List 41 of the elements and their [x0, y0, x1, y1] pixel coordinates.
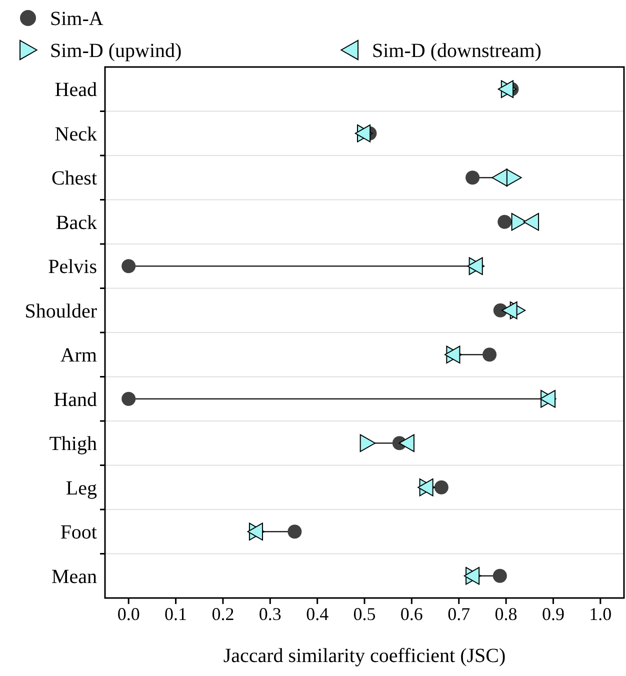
y-tick-label: Foot — [60, 522, 98, 544]
point — [466, 170, 480, 185]
x-tick-label: 0.0 — [117, 604, 140, 624]
y-tick-label: Chest — [51, 168, 98, 190]
x-tick-label: 0.5 — [353, 604, 376, 624]
point — [482, 348, 497, 362]
point — [502, 301, 518, 320]
x-axis-title: Jaccard similarity coefficient (JSC) — [223, 645, 506, 667]
legend-label: Sim-D (upwind) — [50, 40, 182, 62]
point — [511, 212, 527, 231]
point — [492, 168, 508, 187]
x-tick-label: 0.4 — [306, 604, 329, 624]
legend-label: Sim-A — [50, 8, 104, 30]
y-tick-label: Head — [54, 79, 97, 102]
legend-label: Sim-D (downstream) — [372, 40, 542, 62]
point — [434, 480, 448, 494]
y-tick-label: Hand — [54, 388, 97, 411]
point — [122, 392, 136, 406]
point — [360, 434, 376, 452]
x-tick-label: 0.9 — [542, 604, 564, 624]
x-tick-label: 0.1 — [164, 604, 188, 624]
y-tick-label: Thigh — [49, 433, 97, 456]
y-tick-label: Mean — [51, 566, 97, 588]
point — [288, 524, 302, 539]
y-tick-label: Shoulder — [24, 300, 98, 322]
y-tick-label: Pelvis — [48, 256, 98, 278]
point — [523, 212, 540, 231]
x-tick-label: 0.7 — [448, 604, 470, 624]
y-tick-label: Leg — [66, 477, 97, 500]
x-tick-label: 0.8 — [494, 604, 518, 624]
y-tick-label: Back — [56, 212, 97, 234]
x-tick-label: 0.6 — [400, 604, 423, 624]
y-tick-label: Neck — [54, 123, 97, 146]
point — [492, 568, 507, 583]
point — [122, 259, 136, 274]
y-tick-label: Arm — [60, 344, 98, 367]
point — [498, 214, 512, 229]
x-tick-label: 0.3 — [258, 604, 282, 624]
x-tick-label: 0.2 — [212, 604, 234, 624]
point — [398, 434, 414, 452]
x-tick-label: 1.0 — [589, 604, 612, 624]
